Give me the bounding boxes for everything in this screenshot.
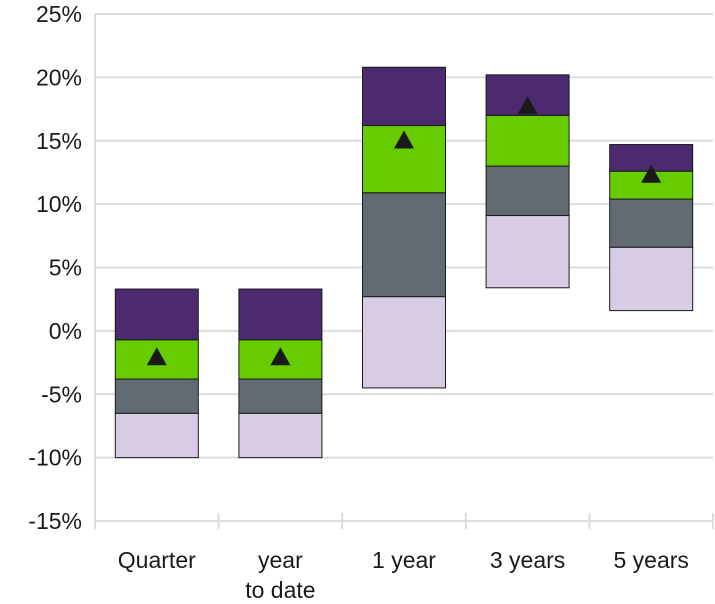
y-tick-label: -5% <box>41 381 82 407</box>
triangle-marker <box>270 347 291 366</box>
triangle-marker <box>517 96 538 115</box>
y-tick-label: -15% <box>28 508 82 534</box>
bar-segment <box>238 288 323 341</box>
triangle-marker <box>641 164 662 183</box>
markers <box>146 96 662 366</box>
bar-segment <box>609 198 694 248</box>
triangle-marker <box>146 347 167 366</box>
x-category-label: to date <box>245 577 315 603</box>
x-category-label: 5 years <box>613 547 688 573</box>
axis <box>94 14 714 529</box>
bar-segment <box>362 296 446 389</box>
bar-segment <box>485 215 570 289</box>
y-tick-label: 10% <box>36 191 82 217</box>
x-tick-labels: Quarter year to date 1 year 3 years 5 years <box>118 547 689 603</box>
y-tick-label: 25% <box>36 1 82 27</box>
bar-segment <box>485 165 570 217</box>
bar-segment <box>609 246 694 312</box>
bar-segment <box>114 288 199 341</box>
y-tick-label: 0% <box>49 318 82 344</box>
bar-segment <box>362 192 446 298</box>
x-category-label: 3 years <box>490 547 565 573</box>
bar-segment <box>362 66 446 127</box>
x-category-label: Quarter <box>118 547 196 573</box>
x-category-label: 1 year <box>372 547 436 573</box>
bar-segment <box>114 378 199 414</box>
x-category-label: year <box>258 547 303 573</box>
bar-segment <box>238 412 323 459</box>
y-tick-label: 20% <box>36 64 82 90</box>
y-tick-label: -10% <box>28 445 82 471</box>
bars <box>114 66 694 459</box>
bar-segment <box>362 125 446 194</box>
bar-segment <box>485 114 570 167</box>
y-tick-label: 15% <box>36 128 82 154</box>
triangle-marker <box>394 130 414 149</box>
bar-segment <box>114 412 199 459</box>
y-tick-labels: 25% 20% 15% 10% 5% 0% -5% -10% -15% <box>28 1 82 534</box>
y-tick-label: 5% <box>49 255 82 281</box>
bar-segment <box>238 378 323 414</box>
